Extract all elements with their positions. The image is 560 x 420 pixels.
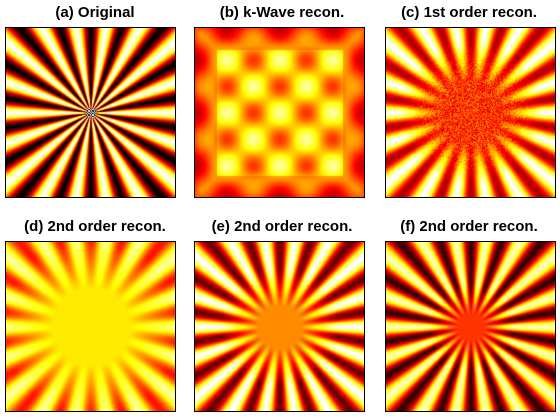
panel-title-c: (c) 1st order recon. bbox=[401, 4, 537, 21]
panel-title-a: (a) Original bbox=[55, 4, 135, 21]
panel-image-kwave bbox=[194, 27, 365, 198]
panel-image-first-order bbox=[385, 27, 556, 198]
panel-image-original bbox=[5, 27, 176, 198]
panel-title-e: (e) 2nd order recon. bbox=[211, 218, 353, 235]
panel-title-d: (d) 2nd order recon. bbox=[24, 218, 166, 235]
panel-image-second-order-d bbox=[5, 241, 176, 412]
panel-title-b: (b) k-Wave recon. bbox=[219, 4, 345, 21]
panel-title-f: (f) 2nd order recon. bbox=[400, 218, 538, 235]
panel-image-second-order-f bbox=[385, 241, 556, 412]
panel-image-second-order-e bbox=[194, 241, 365, 412]
